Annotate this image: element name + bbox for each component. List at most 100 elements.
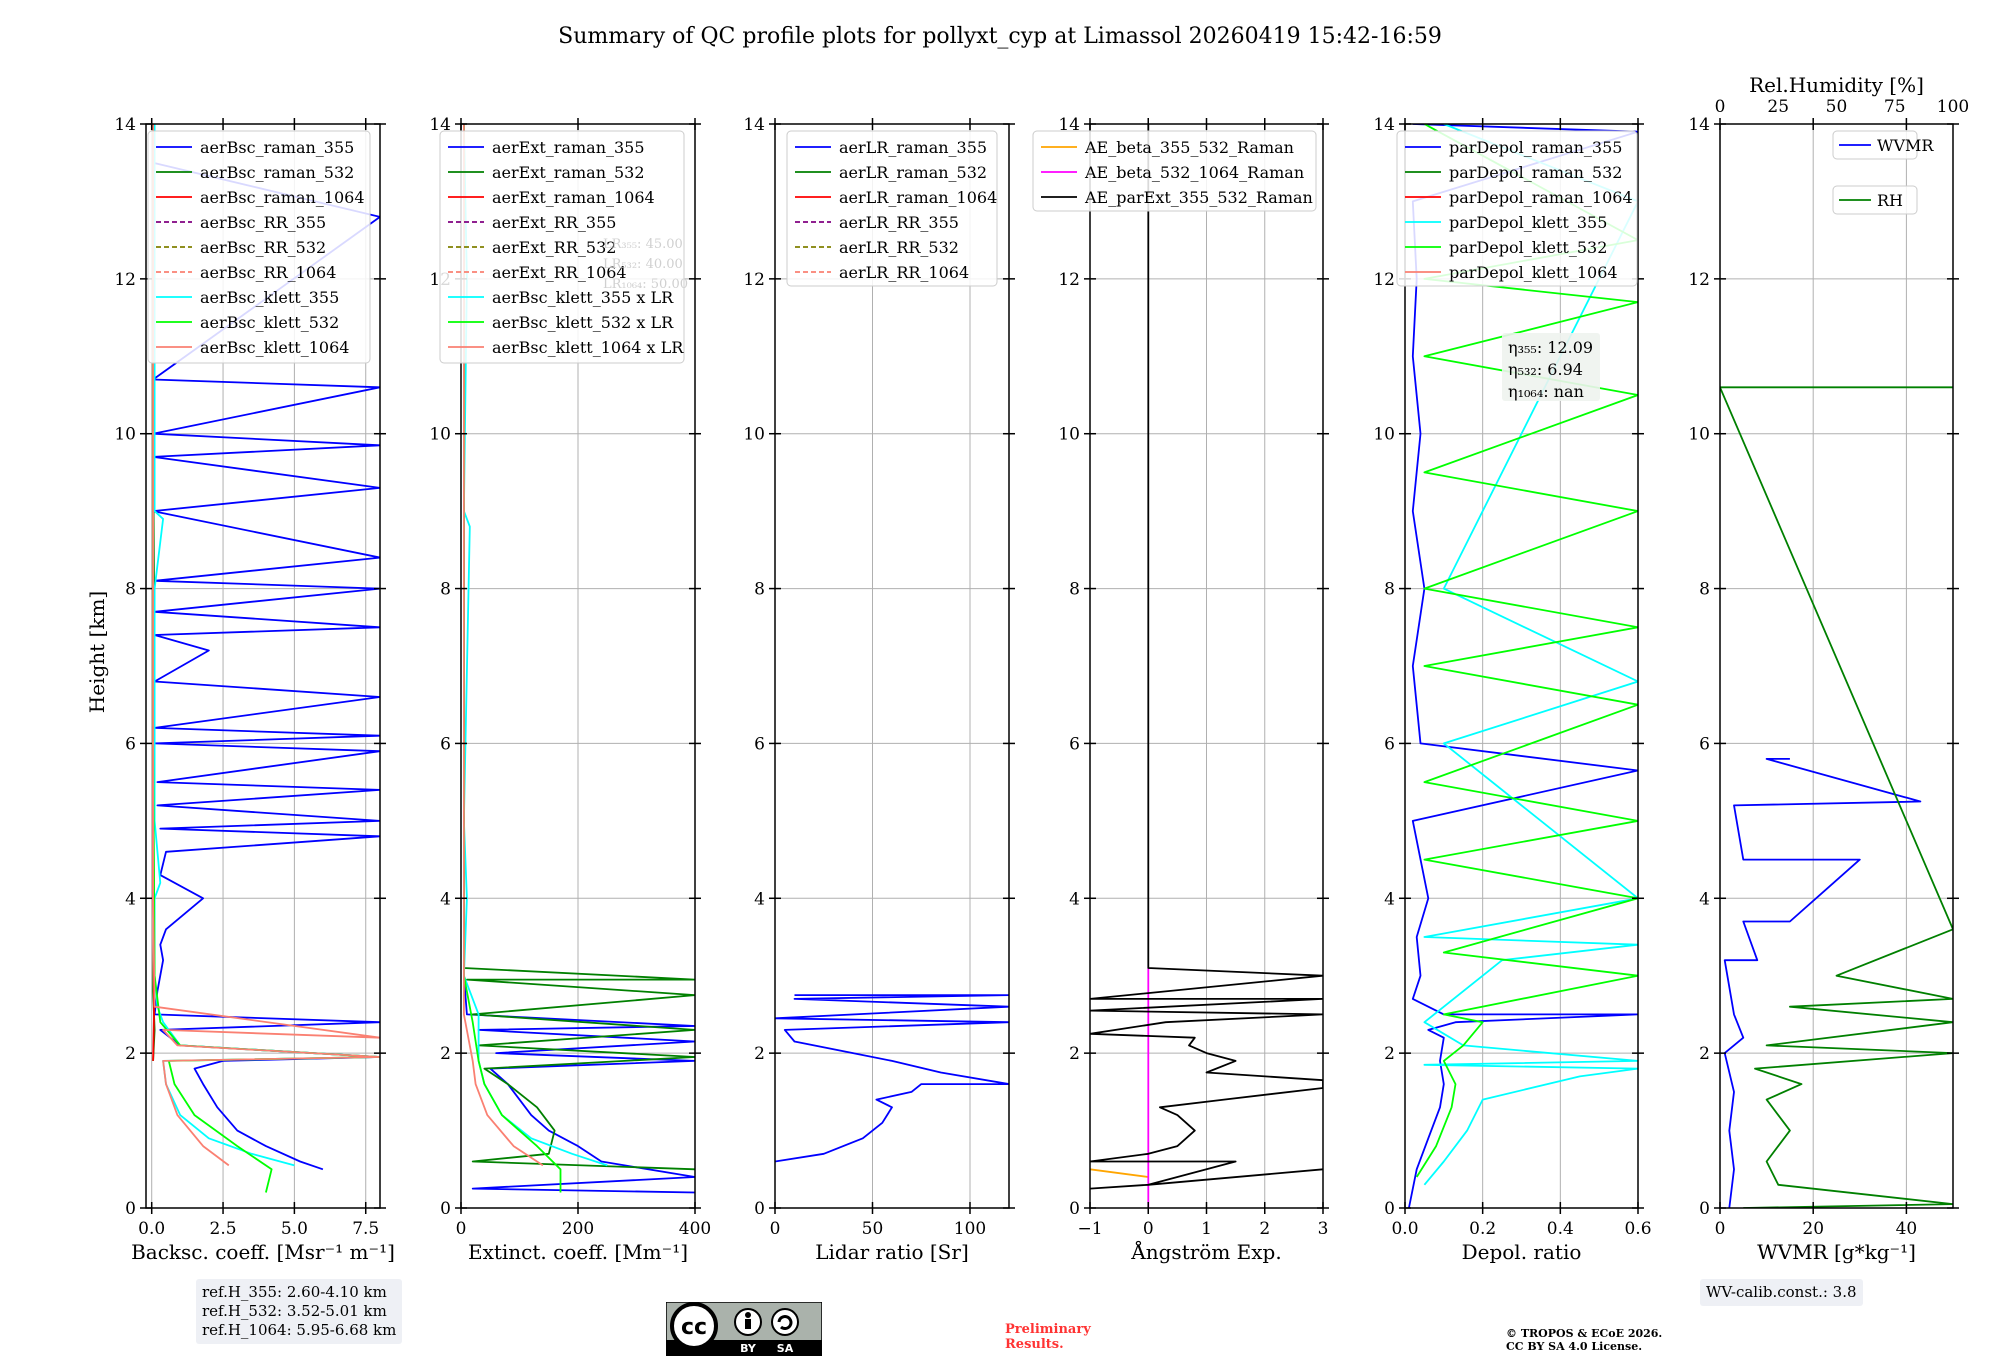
y-tick-label: 8 <box>125 580 136 600</box>
legend-entry: aerBsc_raman_1064 <box>200 188 365 207</box>
x-tick-label: 1 <box>1201 1219 1212 1239</box>
series-group <box>462 124 695 1194</box>
series-group <box>1408 124 1638 1208</box>
top-x-axis-label: Rel.Humidity [%] <box>1749 73 1924 97</box>
top-x-tick-label: 50 <box>1826 97 1848 117</box>
lr-note: LR₅₃₂: 40.00 <box>603 257 683 272</box>
cc-license-icon: cc BY SA <box>666 1302 822 1356</box>
legend-entry: AE_parExt_355_532_Raman <box>1084 188 1313 207</box>
x-tick-label: 0.2 <box>1469 1219 1496 1239</box>
series-line-aerBsc_klett_1064 <box>152 124 380 1167</box>
legend-entry: AE_beta_355_532_Raman <box>1084 138 1294 157</box>
legend-entry: aerBsc_klett_532 <box>200 313 339 332</box>
legend-entry: aerBsc_klett_1064 x LR <box>492 338 684 357</box>
wv-calib-text: WV-calib.const.: 3.8 <box>1706 1283 1857 1301</box>
copyright-line-2: CC BY SA 4.0 License. <box>1506 1340 1643 1353</box>
legend-entry: aerBsc_klett_532 x LR <box>492 313 674 332</box>
axes-frame <box>774 123 1010 1209</box>
series-line-aerExt_raman_355 <box>462 124 695 1194</box>
y-tick-label: 2 <box>1699 1044 1710 1064</box>
legend-entry: aerBsc_klett_1064 <box>200 338 349 357</box>
legend-entry: aerExt_raman_355 <box>492 138 645 157</box>
y-tick-label: 4 <box>1384 889 1395 909</box>
legend: AE_beta_355_532_Raman AE_beta_532_1064_Ra… <box>1032 130 1317 212</box>
x-tick-label: −1 <box>1077 1219 1102 1239</box>
legend: aerLR_raman_355 aerLR_raman_532 aerLR_rama… <box>786 130 998 287</box>
y-tick-label: 10 <box>743 425 765 445</box>
legend-entry: aerLR_RR_1064 <box>839 263 969 282</box>
x-tick-label: 0.4 <box>1547 1219 1574 1239</box>
legend-entry: aerBsc_klett_355 <box>200 288 339 307</box>
y-tick-label: 14 <box>1688 115 1710 135</box>
legend-entry: aerBsc_RR_1064 <box>200 263 336 282</box>
x-tick-label: 200 <box>562 1219 594 1239</box>
x-tick-label: 0.0 <box>138 1219 165 1239</box>
y-tick-label: 0 <box>125 1199 136 1219</box>
legend: parDepol_raman_355 parDepol_raman_532 parD… <box>1396 130 1638 287</box>
y-tick-label: 4 <box>125 889 136 909</box>
y-tick-label: 12 <box>1688 270 1710 290</box>
y-tick-label: 12 <box>743 270 765 290</box>
series-line-AE_beta_355_532_Raman <box>1090 1168 1149 1178</box>
y-tick-label: 8 <box>1069 580 1080 600</box>
legend-entry: RH <box>1877 191 1903 210</box>
y-tick-label: 12 <box>114 270 136 290</box>
series-group <box>1090 124 1323 1208</box>
x-axis-label: Lidar ratio [Sr] <box>815 1240 969 1264</box>
svg-text:BY: BY <box>740 1342 757 1355</box>
y-tick-label: 14 <box>429 115 451 135</box>
copyright-note: © TROPOS & ECoE 2026. CC BY SA 4.0 Licen… <box>1506 1327 1662 1353</box>
series-line-aerBsc_klett_355 x LR <box>462 124 608 1167</box>
legend-box <box>1396 130 1638 287</box>
x-tick-label: 50 <box>862 1219 884 1239</box>
axes-frame <box>145 123 381 1209</box>
legend-entry: aerBsc_raman_532 <box>200 163 354 182</box>
preliminary-line-1: Preliminary <box>1005 1322 1091 1337</box>
x-axis-label: Depol. ratio <box>1462 1240 1582 1264</box>
y-tick-label: 14 <box>1058 115 1080 135</box>
series-line-aerExt_raman_532 <box>462 124 695 1171</box>
x-axis-label: Backsc. coeff. [Msr⁻¹ m⁻¹] <box>131 1240 395 1264</box>
legend-box <box>1032 130 1317 212</box>
y-tick-label: 6 <box>1384 734 1395 754</box>
series-line-parDepol_klett_355 <box>1423 124 1638 1186</box>
x-tick-label: 2.5 <box>210 1219 237 1239</box>
y-tick-label: 10 <box>114 425 136 445</box>
y-tick-label: 0 <box>440 1199 451 1219</box>
legend-entry: aerLR_raman_355 <box>839 138 987 157</box>
legend-entry: AE_beta_532_1064_Raman <box>1084 163 1304 182</box>
legend-entry: parDepol_raman_532 <box>1449 163 1622 182</box>
preliminary-note: Preliminary Results. <box>1005 1322 1091 1352</box>
x-tick-label: 0.6 <box>1624 1219 1651 1239</box>
x-tick-label: 100 <box>954 1219 986 1239</box>
y-tick-label: 0 <box>754 1199 765 1219</box>
svg-text:cc: cc <box>681 1315 707 1340</box>
legend: aerBsc_raman_355 aerBsc_raman_532 aerBsc_r… <box>147 130 371 364</box>
series-line-aerBsc_klett_1064 x LR <box>462 124 544 1167</box>
y-tick-label: 10 <box>1058 425 1080 445</box>
y-tick-label: 6 <box>125 734 136 754</box>
ref-height-355: ref.H_355: 2.60-4.10 km <box>202 1283 387 1301</box>
legend-entry: parDepol_klett_532 <box>1449 238 1607 257</box>
legend-box <box>1832 185 1918 215</box>
y-tick-label: 12 <box>1058 270 1080 290</box>
y-tick-label: 8 <box>1384 580 1395 600</box>
legend-entry: parDepol_raman_1064 <box>1449 188 1633 207</box>
legend-entry: aerBsc_RR_532 <box>200 238 326 257</box>
y-tick-label: 10 <box>1688 425 1710 445</box>
legend-entry: aerExt_RR_1064 <box>492 263 627 282</box>
svg-text:SA: SA <box>777 1342 794 1355</box>
legend-entry: aerBsc_raman_355 <box>200 138 354 157</box>
legend-entry: aerExt_RR_355 <box>492 213 616 232</box>
series-line-RH <box>1720 386 1953 1208</box>
preliminary-line-2: Results. <box>1005 1337 1064 1352</box>
figure-title: Summary of QC profile plots for pollyxt_… <box>558 24 1442 49</box>
eta-value: η₅₃₂: 6.94 <box>1508 360 1583 379</box>
series-line-aerLR_raman_355 <box>775 994 1009 1163</box>
y-tick-label: 2 <box>754 1044 765 1064</box>
